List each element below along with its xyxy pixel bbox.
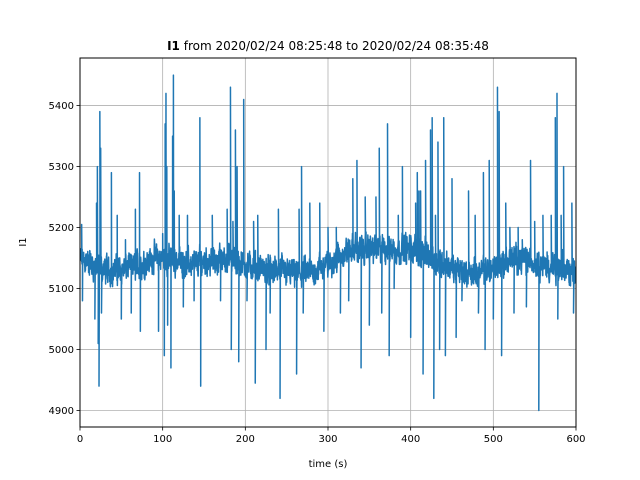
y-tick-label: 5100 xyxy=(49,284,74,295)
x-tick-label: 200 xyxy=(236,434,255,445)
x-tick-label: 300 xyxy=(318,434,337,445)
y-tick-label: 5000 xyxy=(49,345,74,356)
chart-title-rest: from 2020/02/24 08:25:48 to 2020/02/24 0… xyxy=(180,39,489,53)
y-tick-label: 5400 xyxy=(49,101,74,112)
x-axis-label: time (s) xyxy=(309,459,348,470)
x-tick-label: 600 xyxy=(566,434,585,445)
x-tick-label: 500 xyxy=(484,434,503,445)
y-axis-label: I1 xyxy=(18,237,29,246)
y-tick-label: 4900 xyxy=(49,406,74,417)
series-layer xyxy=(80,74,576,412)
y-tick-label: 5200 xyxy=(49,223,74,234)
chart-title-bold: I1 xyxy=(167,39,180,53)
y-tick-label: 5300 xyxy=(49,162,74,173)
x-tick-label: 100 xyxy=(153,434,172,445)
series-line-i1 xyxy=(80,74,576,412)
chart-title: I1 from 2020/02/24 08:25:48 to 2020/02/2… xyxy=(167,39,489,53)
x-tick-label: 0 xyxy=(77,434,83,445)
x-tick-label: 400 xyxy=(401,434,420,445)
axis-ticks: 0 100 200 300 400 500 600 4900 5000 5100 5200 5300 5… xyxy=(49,101,586,445)
